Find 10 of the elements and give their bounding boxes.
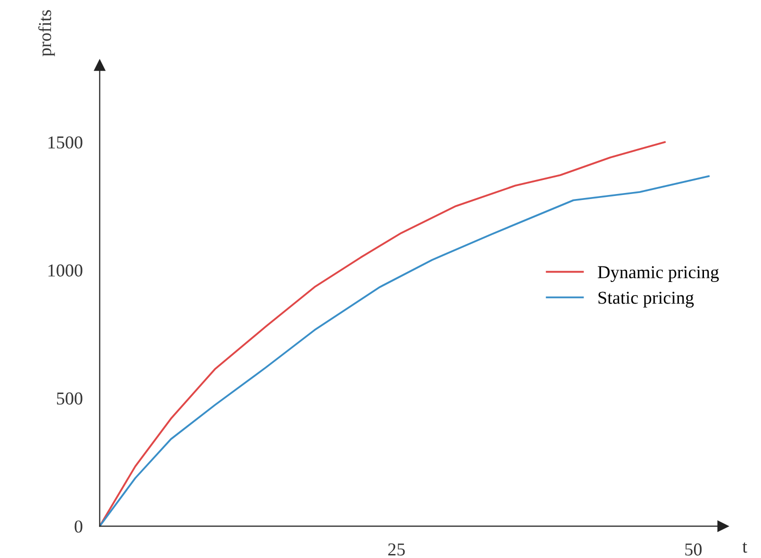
legend-label: Static pricing [598, 292, 694, 308]
x-axis-title: t [742, 542, 748, 553]
x-tick-label: 50 [685, 543, 702, 556]
y-axis-title: profits [38, 10, 55, 56]
legend-label: Dynamic pricing [598, 266, 719, 282]
y-tick-label: 1000 [48, 264, 82, 277]
x-tick-label: 25 [388, 543, 405, 556]
y-tick-label: 0 [74, 520, 82, 533]
y-tick-label: 1500 [48, 136, 82, 149]
y-tick-label: 500 [56, 392, 82, 405]
